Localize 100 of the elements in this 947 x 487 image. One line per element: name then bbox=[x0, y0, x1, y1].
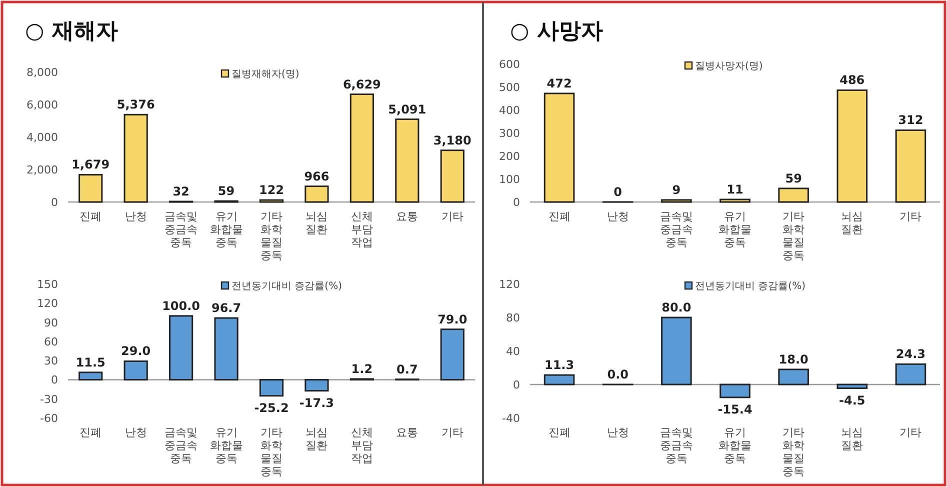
bar bbox=[895, 129, 926, 203]
bar bbox=[124, 114, 148, 203]
bar bbox=[124, 360, 148, 380]
x-tick-label: 난청 bbox=[124, 210, 147, 223]
bar bbox=[836, 384, 868, 390]
data-label: 11.3 bbox=[544, 358, 574, 372]
y-tick-label: 600 bbox=[499, 58, 520, 71]
y-tick-label: 0 bbox=[513, 378, 520, 392]
y-tick-label: 500 bbox=[499, 81, 520, 94]
x-tick-label: 진폐 bbox=[80, 210, 102, 223]
bar bbox=[440, 150, 464, 203]
y-tick-label: 8,000 bbox=[26, 66, 58, 79]
data-label: 29.0 bbox=[121, 344, 151, 358]
data-label: 79.0 bbox=[438, 312, 468, 326]
y-tick-label: 60 bbox=[44, 335, 58, 348]
y-tick-label: 120 bbox=[37, 297, 58, 310]
x-tick-label: 기타 bbox=[900, 210, 922, 223]
x-tick-label: 기타 화학 물질 중독 bbox=[782, 210, 805, 262]
y-tick-label: 40 bbox=[506, 345, 520, 358]
x-tick-label: 뇌심 질환 bbox=[306, 426, 328, 452]
bar bbox=[661, 316, 692, 386]
bar bbox=[720, 198, 750, 203]
x-tick-label: 유기 화합물 중독 bbox=[718, 426, 752, 465]
x-tick-label: 요통 bbox=[396, 426, 418, 439]
y-tick-label: 4,000 bbox=[26, 131, 58, 144]
data-label: 122 bbox=[258, 183, 284, 198]
bar bbox=[836, 89, 868, 203]
data-label: 18.0 bbox=[778, 352, 808, 366]
x-tick-label: 뇌심 질환 bbox=[306, 210, 328, 236]
x-tick-label: 난청 bbox=[606, 426, 629, 439]
legend-label: 전년동기대비 증감률(%) bbox=[695, 281, 806, 292]
data-label: 312 bbox=[898, 113, 924, 128]
x-tick-label: 기타 bbox=[441, 210, 464, 223]
data-label: 80.0 bbox=[662, 300, 692, 314]
data-label: 6,629 bbox=[342, 77, 381, 92]
y-tick-label: 0 bbox=[51, 374, 58, 387]
x-tick-label: 금속및 중금속 중독 bbox=[164, 426, 198, 465]
data-label: 59 bbox=[785, 171, 802, 186]
bar bbox=[395, 118, 420, 203]
data-label: 11.5 bbox=[76, 355, 106, 370]
bar bbox=[214, 317, 238, 380]
x-tick-label: 기타 화학 물질 중독 bbox=[260, 426, 282, 478]
data-label: -15.4 bbox=[718, 402, 752, 416]
y-tick-label: 0 bbox=[51, 196, 58, 209]
x-tick-label: 난청 bbox=[124, 426, 147, 439]
y-tick-label: 0 bbox=[513, 196, 520, 209]
legend-label: 전년동기대비 증감률(%) bbox=[232, 281, 342, 292]
bar bbox=[78, 372, 103, 380]
x-tick-label: 금속및 중금속 중독 bbox=[660, 426, 693, 465]
y-tick-label: -40 bbox=[502, 412, 520, 425]
y-tick-label: 200 bbox=[499, 150, 520, 163]
bar bbox=[259, 378, 284, 397]
x-tick-label: 진폐 bbox=[80, 426, 102, 439]
y-tick-label: 120 bbox=[499, 278, 520, 291]
data-label: 0.7 bbox=[396, 362, 418, 376]
data-label: 472 bbox=[546, 76, 572, 90]
x-tick-label: 기타 bbox=[441, 426, 464, 439]
y-tick-label: 100 bbox=[499, 173, 520, 186]
x-tick-label: 신체 부담 작업 bbox=[350, 426, 373, 465]
data-label: 24.3 bbox=[896, 347, 926, 362]
x-tick-label: 난청 bbox=[606, 210, 629, 223]
data-label: 3,180 bbox=[433, 133, 472, 148]
bar bbox=[440, 328, 464, 380]
y-tick-label: -30 bbox=[40, 392, 58, 406]
data-label: 0.0 bbox=[607, 368, 628, 382]
x-tick-label: 신체 부담 작업 bbox=[350, 210, 373, 249]
x-tick-label: 뇌심 질환 bbox=[841, 426, 864, 452]
data-label: 9 bbox=[672, 182, 681, 197]
legend-label: 질병사망자(명) bbox=[695, 61, 763, 72]
chart-title: ○ 재해자 bbox=[25, 19, 118, 44]
data-label: -17.3 bbox=[299, 396, 334, 410]
y-tick-label: -60 bbox=[40, 412, 58, 425]
bar bbox=[544, 92, 575, 203]
x-tick-label: 요통 bbox=[396, 210, 418, 223]
bar bbox=[720, 384, 750, 398]
bar bbox=[544, 374, 575, 386]
data-label: 0 bbox=[614, 185, 622, 199]
x-tick-label: 진폐 bbox=[548, 210, 570, 223]
data-label: 486 bbox=[840, 73, 865, 88]
data-label: -25.2 bbox=[254, 400, 289, 415]
data-label: 1,679 bbox=[72, 158, 110, 172]
bar bbox=[661, 199, 692, 203]
chart-title: ○ 사망자 bbox=[510, 19, 603, 44]
bar bbox=[78, 174, 103, 203]
y-tick-label: 90 bbox=[44, 316, 58, 330]
data-label: 1.2 bbox=[351, 362, 373, 376]
x-tick-label: 진폐 bbox=[548, 426, 570, 439]
data-label: 11 bbox=[726, 182, 744, 196]
y-tick-label: 400 bbox=[499, 104, 520, 117]
y-tick-label: 80 bbox=[506, 312, 520, 324]
x-tick-label: 유기 화합물 중독 bbox=[718, 210, 752, 249]
data-label: 32 bbox=[172, 184, 190, 198]
data-label: 100.0 bbox=[162, 298, 200, 313]
legend-label: 질병재해자(명) bbox=[232, 69, 300, 80]
x-tick-label: 유기 화합물 중독 bbox=[210, 210, 243, 249]
data-label: -4.5 bbox=[839, 393, 866, 408]
x-tick-label: 뇌심 질환 bbox=[841, 210, 864, 236]
bar bbox=[895, 363, 926, 386]
y-tick-label: 30 bbox=[44, 354, 58, 368]
bar bbox=[778, 368, 809, 386]
